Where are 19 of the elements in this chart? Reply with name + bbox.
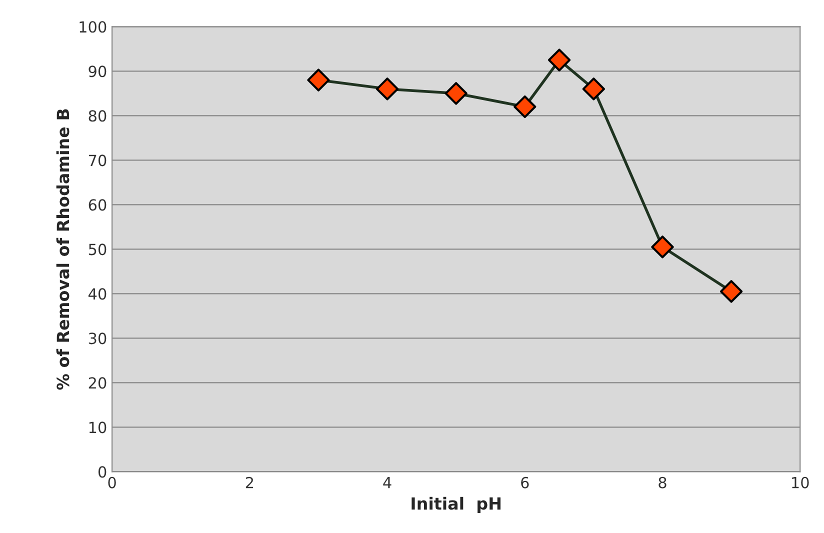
y-tick-label: 40: [88, 288, 106, 300]
y-tick-label: 20: [88, 377, 106, 389]
y-tick-label: 30: [88, 332, 106, 344]
x-tick-label: 0: [108, 476, 116, 488]
x-axis-title: Initial pH: [412, 496, 501, 514]
x-tick-label: 2: [246, 476, 253, 488]
y-tick-label: 100: [80, 21, 106, 33]
y-tick-label: 50: [88, 244, 106, 256]
x-tick-label: 6: [521, 476, 529, 488]
y-tick-label: 0: [98, 466, 106, 478]
x-tick-label: 4: [383, 477, 392, 488]
y-tick-label: 60: [88, 199, 106, 211]
x-tick-label: 8: [658, 476, 666, 488]
y-tick-label: 90: [88, 66, 106, 78]
y-axis-title: % of Removal of Rhodamine B: [56, 109, 70, 390]
y-tick-label: 80: [88, 110, 106, 122]
y-tick-label: 10: [89, 422, 106, 434]
x-tick-label: 10: [792, 476, 809, 488]
y-tick-label: 70: [89, 154, 106, 166]
